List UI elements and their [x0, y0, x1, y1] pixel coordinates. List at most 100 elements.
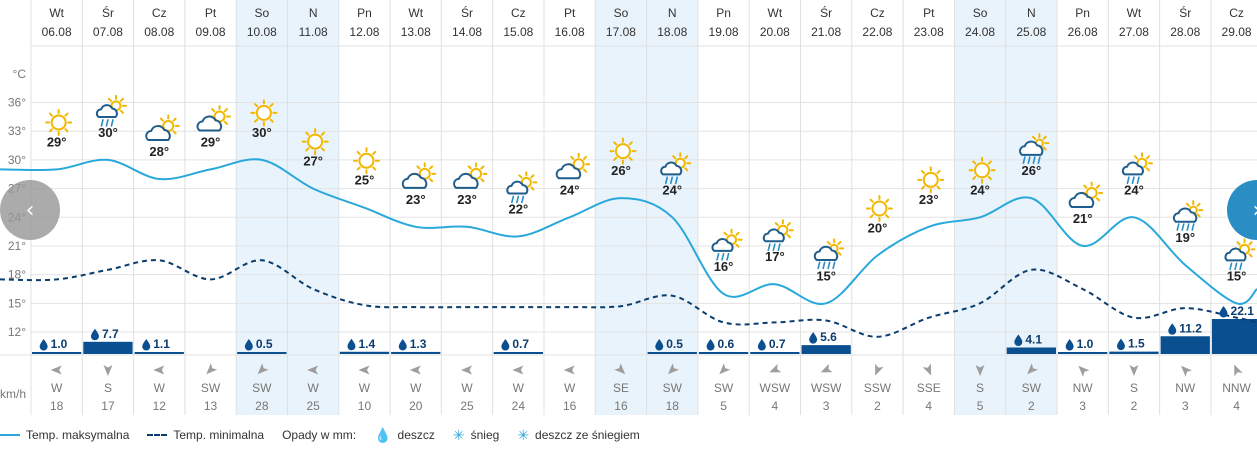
- wind-arrow-icon: [1181, 365, 1192, 377]
- y-tick-label: 21°: [8, 239, 26, 253]
- previous-button[interactable]: ‹: [0, 180, 60, 240]
- precip-label: 1.0: [1077, 337, 1094, 351]
- wind-arrow-icon: [103, 365, 113, 376]
- legend-rain-snow-label: deszcz ze śniegiem: [535, 428, 640, 442]
- temp-max-label: 29°: [201, 134, 221, 149]
- wind-direction: SE: [613, 381, 629, 395]
- sun-cloud-icon: [401, 162, 437, 189]
- sun-cloud-rain-icon: [1224, 238, 1256, 271]
- wind-speed: 5: [977, 399, 984, 413]
- weekend-column: [954, 0, 1006, 415]
- wind-arrow-icon: [153, 365, 165, 375]
- temp-max-label: 27°: [303, 154, 323, 169]
- y-tick-label: 30°: [8, 153, 26, 167]
- precip-bar: [801, 345, 851, 354]
- legend-tmin: Temp. minimalna: [147, 428, 264, 442]
- temp-max-label: 22°: [509, 201, 529, 216]
- precip-label: 1.5: [1128, 337, 1145, 351]
- precip-label: 1.1: [153, 337, 170, 351]
- wind-arrow-icon: [206, 363, 218, 375]
- temp-max-label: 16°: [714, 259, 734, 274]
- cloud-rain-icon: [1172, 200, 1204, 231]
- day-date: 21.08: [811, 25, 841, 39]
- temp-max-label: 30°: [98, 125, 118, 140]
- raindrop-icon: [90, 328, 99, 341]
- temp-max-label: 26°: [1022, 163, 1042, 178]
- wind-arrow-icon: [614, 363, 626, 375]
- wind-speed: 16: [563, 399, 577, 413]
- day-date: 06.08: [42, 25, 72, 39]
- sun-cloud-icon: [1068, 181, 1104, 208]
- day-date: 28.08: [1170, 25, 1200, 39]
- chevron-left-icon: ‹: [25, 197, 35, 223]
- legend-tmin-label: Temp. minimalna: [173, 428, 265, 442]
- raindrop-icon: [757, 339, 766, 351]
- wind-direction: W: [307, 381, 319, 395]
- day-date: 27.08: [1119, 25, 1149, 39]
- sun-cloud-icon: [196, 104, 232, 132]
- raindrop-icon: [142, 339, 151, 351]
- wind-arrow-icon: [358, 365, 370, 375]
- snowflake-icon: ✳: [452, 426, 465, 443]
- day-name: Pt: [923, 6, 935, 20]
- temp-max-label: 23°: [406, 192, 426, 207]
- day-date: 20.08: [760, 25, 790, 39]
- temp-max-label: 26°: [611, 163, 631, 178]
- raindrop-icon: 💧: [374, 426, 392, 443]
- wind-speed: 12: [153, 399, 167, 413]
- cloud-rain-icon: [1019, 133, 1050, 164]
- raindrop-icon: [1116, 338, 1125, 351]
- day-name: Śr: [461, 5, 473, 20]
- sun-icon: [352, 147, 380, 175]
- wind-speed: 2: [874, 399, 881, 413]
- precip-bar: [493, 352, 543, 354]
- legend-rain-snow: ✳ deszcz ze śniegiem: [517, 427, 639, 444]
- sun-cloud-icon: [453, 162, 488, 189]
- temp-max-label: 15°: [1227, 268, 1247, 283]
- day-date: 08.08: [144, 25, 174, 39]
- day-name: N: [668, 6, 677, 20]
- wind-speed: 18: [666, 399, 680, 413]
- wind-direction: NW: [1175, 381, 1196, 395]
- wind-arrow-icon: [563, 365, 575, 375]
- day-name: Pn: [716, 6, 731, 20]
- precip-bar: [32, 352, 82, 354]
- temp-max-label: 24°: [662, 182, 682, 197]
- wind-arrow-icon: [922, 363, 932, 376]
- wind-arrow-icon: [307, 365, 319, 375]
- legend-tmax-label: Temp. maksymalna: [26, 428, 130, 442]
- day-name: Wt: [408, 6, 423, 20]
- legend-precip-title: Opady w mm:: [282, 428, 356, 442]
- sun-icon: [45, 108, 73, 136]
- wind-speed: 3: [1182, 399, 1189, 413]
- wind-speed: 4: [772, 399, 779, 413]
- legend-rain: 💧 deszcz: [374, 427, 435, 444]
- day-date: 12.08: [349, 25, 379, 39]
- wind-direction: S: [104, 381, 112, 395]
- wind-unit-label: km/h: [0, 387, 26, 401]
- temp-max-label: 15°: [816, 268, 836, 283]
- legend-precip-label: Opady w mm:: [282, 428, 357, 442]
- precip-label: 0.5: [666, 337, 683, 351]
- legend-tmax-line: [0, 434, 20, 436]
- precip-label: 0.5: [256, 337, 273, 351]
- day-name: So: [255, 6, 270, 20]
- sun-icon: [917, 166, 945, 194]
- y-tick-label: 12°: [8, 325, 26, 339]
- precip-label: 0.7: [512, 337, 529, 351]
- wind-speed: 2: [1131, 399, 1138, 413]
- day-date: 10.08: [247, 25, 277, 39]
- wind-arrow-icon: [975, 365, 985, 376]
- day-date: 22.08: [862, 25, 892, 39]
- precip-bar: [237, 352, 287, 354]
- sun-cloud-rain-icon: [506, 171, 538, 204]
- raindrop-icon: [809, 332, 818, 344]
- precip-bar: [1109, 351, 1159, 354]
- sun-cloud-icon: [555, 152, 591, 180]
- legend-snow: ✳ śnieg: [453, 427, 499, 444]
- wind-arrow-icon: [668, 363, 679, 375]
- wind-direction: SW: [663, 381, 683, 395]
- wind-arrow-icon: [1027, 363, 1039, 375]
- wind-speed: 25: [306, 399, 320, 413]
- wind-arrow-icon: [257, 363, 269, 375]
